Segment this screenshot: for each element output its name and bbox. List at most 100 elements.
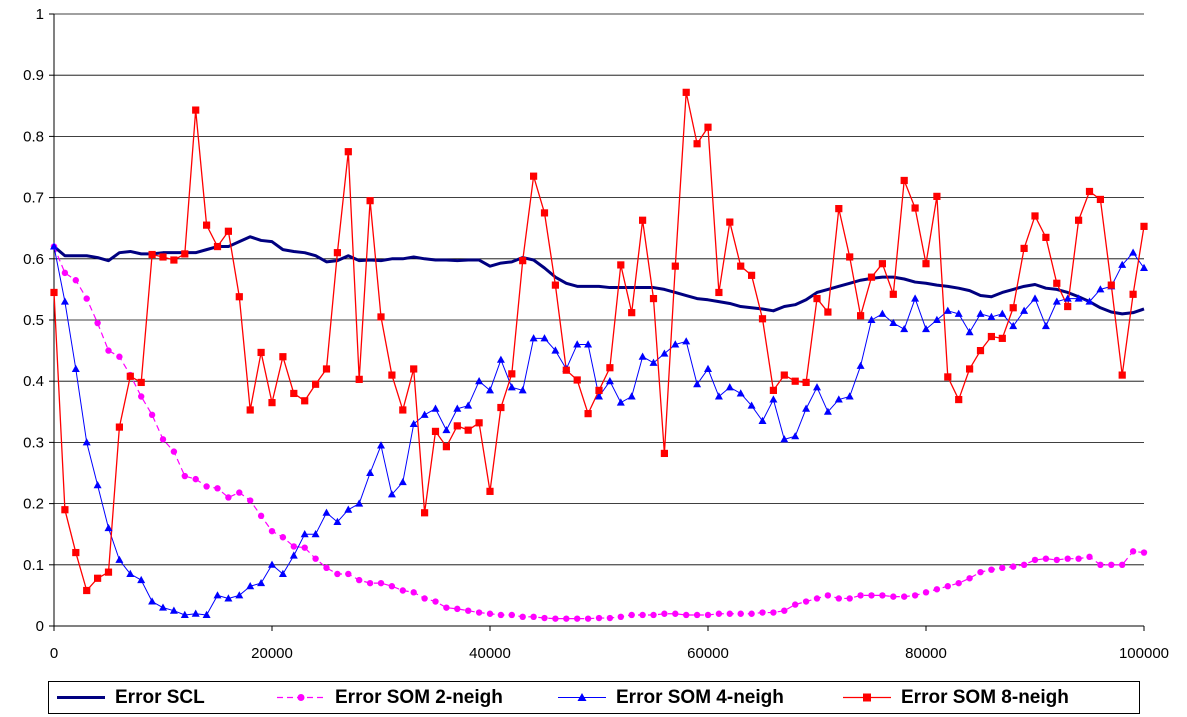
x-tick-label-3: 60000 (687, 645, 729, 662)
point-som2-73 (846, 595, 853, 602)
point-som4-93 (1063, 294, 1072, 302)
point-som4-18 (246, 582, 255, 590)
point-som8-53 (628, 309, 636, 317)
point-som2-45 (541, 614, 548, 622)
point-som4-36 (442, 425, 451, 434)
point-som8-79 (911, 204, 919, 212)
axes (49, 13, 1145, 631)
point-som4-70 (813, 383, 821, 391)
point-som2-54 (639, 611, 646, 619)
point-som8-60 (704, 123, 712, 131)
point-som2-62 (726, 610, 733, 617)
point-som2-47 (563, 615, 570, 622)
point-som4-19 (257, 578, 266, 587)
point-som4-55 (649, 358, 658, 366)
point-som8-27 (344, 148, 352, 156)
legend-item-som2: Error SOM 2-neigh (275, 682, 503, 713)
point-som2-30 (377, 579, 385, 587)
y-tick-label-7: 0.7 (23, 190, 44, 207)
point-som8-22 (290, 389, 298, 398)
point-som2-48 (574, 615, 581, 622)
point-som8-1 (61, 506, 69, 514)
point-som2-46 (552, 615, 559, 622)
point-som8-67 (780, 371, 788, 379)
point-som4-41 (496, 355, 505, 363)
point-som2-83 (955, 579, 962, 587)
point-som4-32 (398, 477, 407, 486)
point-som2-76 (879, 592, 886, 599)
point-som8-62 (726, 218, 734, 226)
point-som8-75 (867, 273, 876, 281)
point-som2-39 (475, 609, 483, 616)
point-som2-15 (214, 485, 221, 492)
point-som8-58 (682, 88, 690, 96)
y-tick-label-8: 0.8 (23, 128, 44, 145)
point-som8-63 (737, 262, 745, 270)
point-som2-79 (911, 592, 919, 599)
point-som8-37 (453, 422, 461, 430)
point-som4-27 (344, 505, 353, 513)
point-som2-88 (1010, 563, 1017, 570)
point-som8-92 (1053, 279, 1061, 287)
point-som8-89 (1020, 244, 1028, 252)
point-som8-28 (355, 375, 363, 383)
point-som4-95 (1085, 297, 1094, 305)
point-som4-45 (540, 334, 549, 342)
point-som8-73 (846, 253, 854, 261)
point-som8-25 (322, 365, 331, 373)
point-som4-24 (311, 530, 320, 538)
point-som4-5 (104, 523, 113, 532)
series-line-som2 (53, 246, 1145, 620)
point-som2-8 (138, 393, 145, 400)
point-som8-30 (377, 313, 385, 321)
point-som4-16 (224, 594, 233, 602)
point-som8-74 (857, 312, 865, 320)
point-som8-98 (1118, 371, 1126, 379)
point-som4-7 (126, 569, 135, 577)
point-som2-82 (944, 583, 951, 590)
point-som2-24 (312, 555, 319, 562)
x-tick-label-4: 80000 (905, 645, 947, 662)
point-som2-67 (781, 607, 788, 614)
point-som2-55 (650, 611, 657, 619)
point-som2-3 (83, 295, 90, 302)
point-som4-33 (409, 419, 418, 428)
legend: Error SCL Error SOM 2-neigh Error SOM 4-… (48, 681, 1140, 714)
legend-symbol-som2 (277, 694, 325, 701)
point-som2-29 (366, 579, 374, 587)
point-som8-23 (301, 397, 309, 405)
point-som8-97 (1107, 281, 1115, 289)
point-som4-85 (976, 309, 985, 317)
point-som4-98 (1118, 260, 1127, 268)
point-som2-18 (247, 497, 254, 504)
point-som2-58 (683, 611, 690, 619)
point-som4-90 (1031, 294, 1039, 302)
point-som4-3 (82, 438, 91, 446)
point-som8-44 (530, 172, 538, 180)
point-som4-28 (355, 499, 364, 507)
point-som8-68 (791, 377, 799, 385)
point-som2-84 (966, 575, 973, 582)
point-som4-51 (605, 377, 614, 385)
point-som2-99 (1129, 548, 1137, 555)
point-som2-37 (454, 605, 461, 613)
point-som4-10 (159, 603, 167, 611)
point-som2-72 (835, 595, 842, 602)
point-som4-17 (235, 591, 244, 599)
point-som8-3 (83, 586, 91, 595)
point-som8-21 (279, 353, 287, 361)
point-som2-40 (486, 610, 494, 617)
point-som8-66 (769, 386, 777, 394)
point-som2-97 (1108, 561, 1115, 568)
point-som4-68 (791, 432, 800, 440)
point-som4-59 (693, 380, 702, 388)
point-som4-38 (464, 401, 473, 409)
legend-symbol-som4 (558, 693, 606, 701)
point-som4-71 (823, 407, 832, 415)
point-som2-4 (94, 319, 101, 327)
point-som4-75 (867, 315, 876, 323)
y-tick-label-9: 0.9 (23, 67, 44, 84)
point-som4-52 (616, 398, 625, 406)
point-som2-80 (922, 589, 930, 596)
legend-label-scl: Error SCL (115, 686, 205, 708)
